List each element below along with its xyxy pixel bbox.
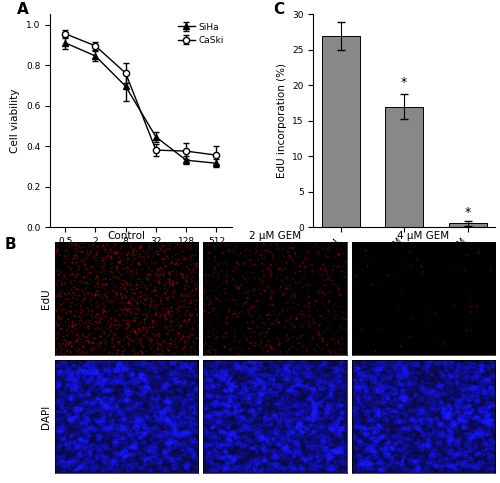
Text: *: * (464, 205, 471, 218)
Y-axis label: EdU: EdU (41, 288, 51, 309)
Title: Control: Control (108, 231, 146, 241)
Bar (322, 36, 360, 227)
Text: *: * (401, 76, 407, 89)
Y-axis label: Cell viability: Cell viability (10, 88, 20, 153)
Text: C: C (274, 2, 284, 17)
Y-axis label: DAPI: DAPI (41, 404, 51, 429)
Y-axis label: EdU incorporation (%): EdU incorporation (%) (276, 63, 286, 178)
X-axis label: Gemcitabine (μM): Gemcitabine (μM) (88, 251, 194, 261)
Text: A: A (18, 2, 29, 17)
Bar (385, 107, 423, 227)
Text: B: B (5, 237, 16, 252)
Title: 2 μM GEM: 2 μM GEM (249, 231, 301, 241)
Bar (448, 224, 486, 227)
Title: 4 μM GEM: 4 μM GEM (398, 231, 450, 241)
Legend: SiHa, CaSki: SiHa, CaSki (174, 19, 227, 49)
